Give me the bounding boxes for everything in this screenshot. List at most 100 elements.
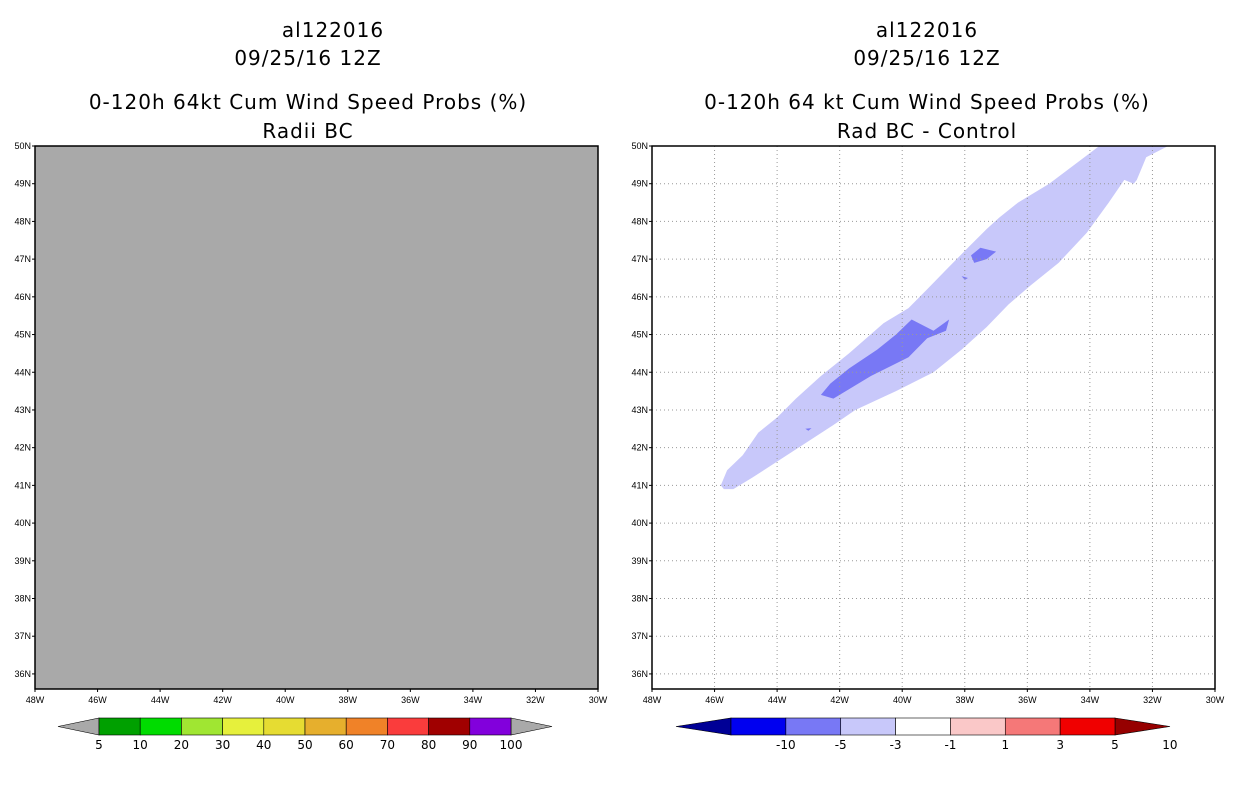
colorbar-end-high [510,717,553,736]
y-tick-label: 38N [14,594,31,604]
x-tick-label: 34W [464,695,483,705]
left-storm-id: al122016 [281,18,385,42]
x-tick-label: 30W [589,695,608,705]
colorbar-label: 90 [462,738,477,752]
x-tick-label: 38W [956,695,975,705]
y-tick-label: 40N [631,518,648,528]
colorbar-end-high [1114,717,1171,736]
left-map-frame [34,145,599,690]
colorbar-label: 20 [174,738,189,752]
y-tick-label: 38N [631,594,648,604]
colorbar-label: 60 [339,738,354,752]
y-tick-label: 49N [631,179,648,189]
colorbar-swatch [263,717,306,736]
y-tick-label: 44N [14,367,31,377]
colorbar-end-low [57,717,100,736]
colorbar-end-low [675,717,732,736]
y-tick-label: 39N [14,556,31,566]
right-date: 09/25/16 12Z [853,46,1001,70]
right-x-axis: 48W 46W 44W 42W 40W 38W 36W 34W 32W 30W [643,689,1225,705]
y-tick-label: 42N [14,443,31,453]
left-map-panel: 36N 37N 38N 39N 40N 41N 42N 43N 44N 45N 46N 47N 48N 4… [14,141,607,705]
y-tick-label: 36N [631,669,648,679]
colorbar-label: -10 [776,738,796,752]
y-tick-label: 50N [631,141,648,151]
left-chart-title: 0-120h 64kt Cum Wind Speed Probs (%) [88,90,528,114]
right-chart-subtitle: Rad BC - Control [836,119,1018,143]
right-map-frame [651,145,1216,690]
colorbar-label: 30 [215,738,230,752]
colorbar-label: -1 [944,738,956,752]
x-tick-label: 32W [1143,695,1162,705]
right-storm-id: al122016 [875,18,979,42]
x-tick-label: 40W [893,695,912,705]
colorbar-swatch [1004,717,1061,736]
colorbar-swatch [1059,717,1116,736]
right-map-panel: 36N 37N 38N 39N 40N 41N 42N 43N 44N 45N 46N 47N 48N 4… [631,141,1224,705]
colorbar-label: 50 [297,738,312,752]
colorbar-swatch [895,717,951,736]
x-tick-label: 36W [401,695,420,705]
contour-region-0 [720,146,1169,490]
colorbar-swatch [345,717,388,736]
x-tick-label: 44W [768,695,787,705]
colorbar-label: 10 [1162,738,1177,752]
y-tick-label: 37N [631,631,648,641]
left-no-data-field [35,146,598,689]
right-map-background [652,146,1215,689]
x-tick-label: 42W [213,695,232,705]
colorbar-swatch [222,717,265,736]
y-tick-label: 40N [14,518,31,528]
y-tick-label: 45N [14,330,31,340]
colorbar-swatch [785,717,842,736]
colorbar-swatch [139,717,182,736]
colorbar-swatch [730,717,787,736]
y-tick-label: 48N [631,216,648,226]
contour-region-4 [805,428,812,431]
y-tick-label: 43N [14,405,31,415]
colorbar-swatch [387,717,429,736]
colorbar-swatch [304,717,347,736]
left-colorbar: 5 10 20 30 40 50 60 70 80 90 100 [57,717,553,752]
colorbar-label: 3 [1056,738,1064,752]
colorbar-swatch [950,717,1006,736]
colorbar-label: 10 [133,738,148,752]
colorbar-swatch [181,717,223,736]
colorbar-label: 70 [380,738,395,752]
colorbar-swatch [840,717,896,736]
x-tick-label: 34W [1081,695,1100,705]
y-tick-label: 44N [631,367,648,377]
y-tick-label: 43N [631,405,648,415]
colorbar-label: 5 [1111,738,1119,752]
x-tick-label: 46W [88,695,107,705]
y-tick-label: 45N [631,330,648,340]
colorbar-swatch [469,717,512,736]
right-contours [720,146,1169,490]
y-tick-label: 36N [14,669,31,679]
left-date: 09/25/16 12Z [234,46,382,70]
x-tick-label: 30W [1206,695,1225,705]
y-tick-label: 42N [631,443,648,453]
x-tick-label: 46W [705,695,724,705]
colorbar-label: 40 [256,738,271,752]
colorbar-swatch [428,717,471,736]
colorbar-label: -5 [835,738,847,752]
y-tick-label: 39N [631,556,648,566]
right-chart-title: 0-120h 64 kt Cum Wind Speed Probs (%) [704,90,1150,114]
colorbar-swatch [98,717,141,736]
y-tick-label: 47N [631,254,648,264]
x-tick-label: 48W [643,695,662,705]
y-tick-label: 41N [631,480,648,490]
y-tick-label: 46N [14,292,31,302]
x-tick-label: 38W [339,695,358,705]
colorbar-label: 100 [500,738,523,752]
colorbar-label: 5 [95,738,103,752]
y-tick-label: 37N [14,631,31,641]
right-gridlines [652,146,1215,689]
colorbar-label: 1 [1001,738,1009,752]
x-tick-label: 48W [26,695,45,705]
y-tick-label: 50N [14,141,31,151]
x-tick-label: 40W [276,695,295,705]
x-tick-label: 36W [1018,695,1037,705]
